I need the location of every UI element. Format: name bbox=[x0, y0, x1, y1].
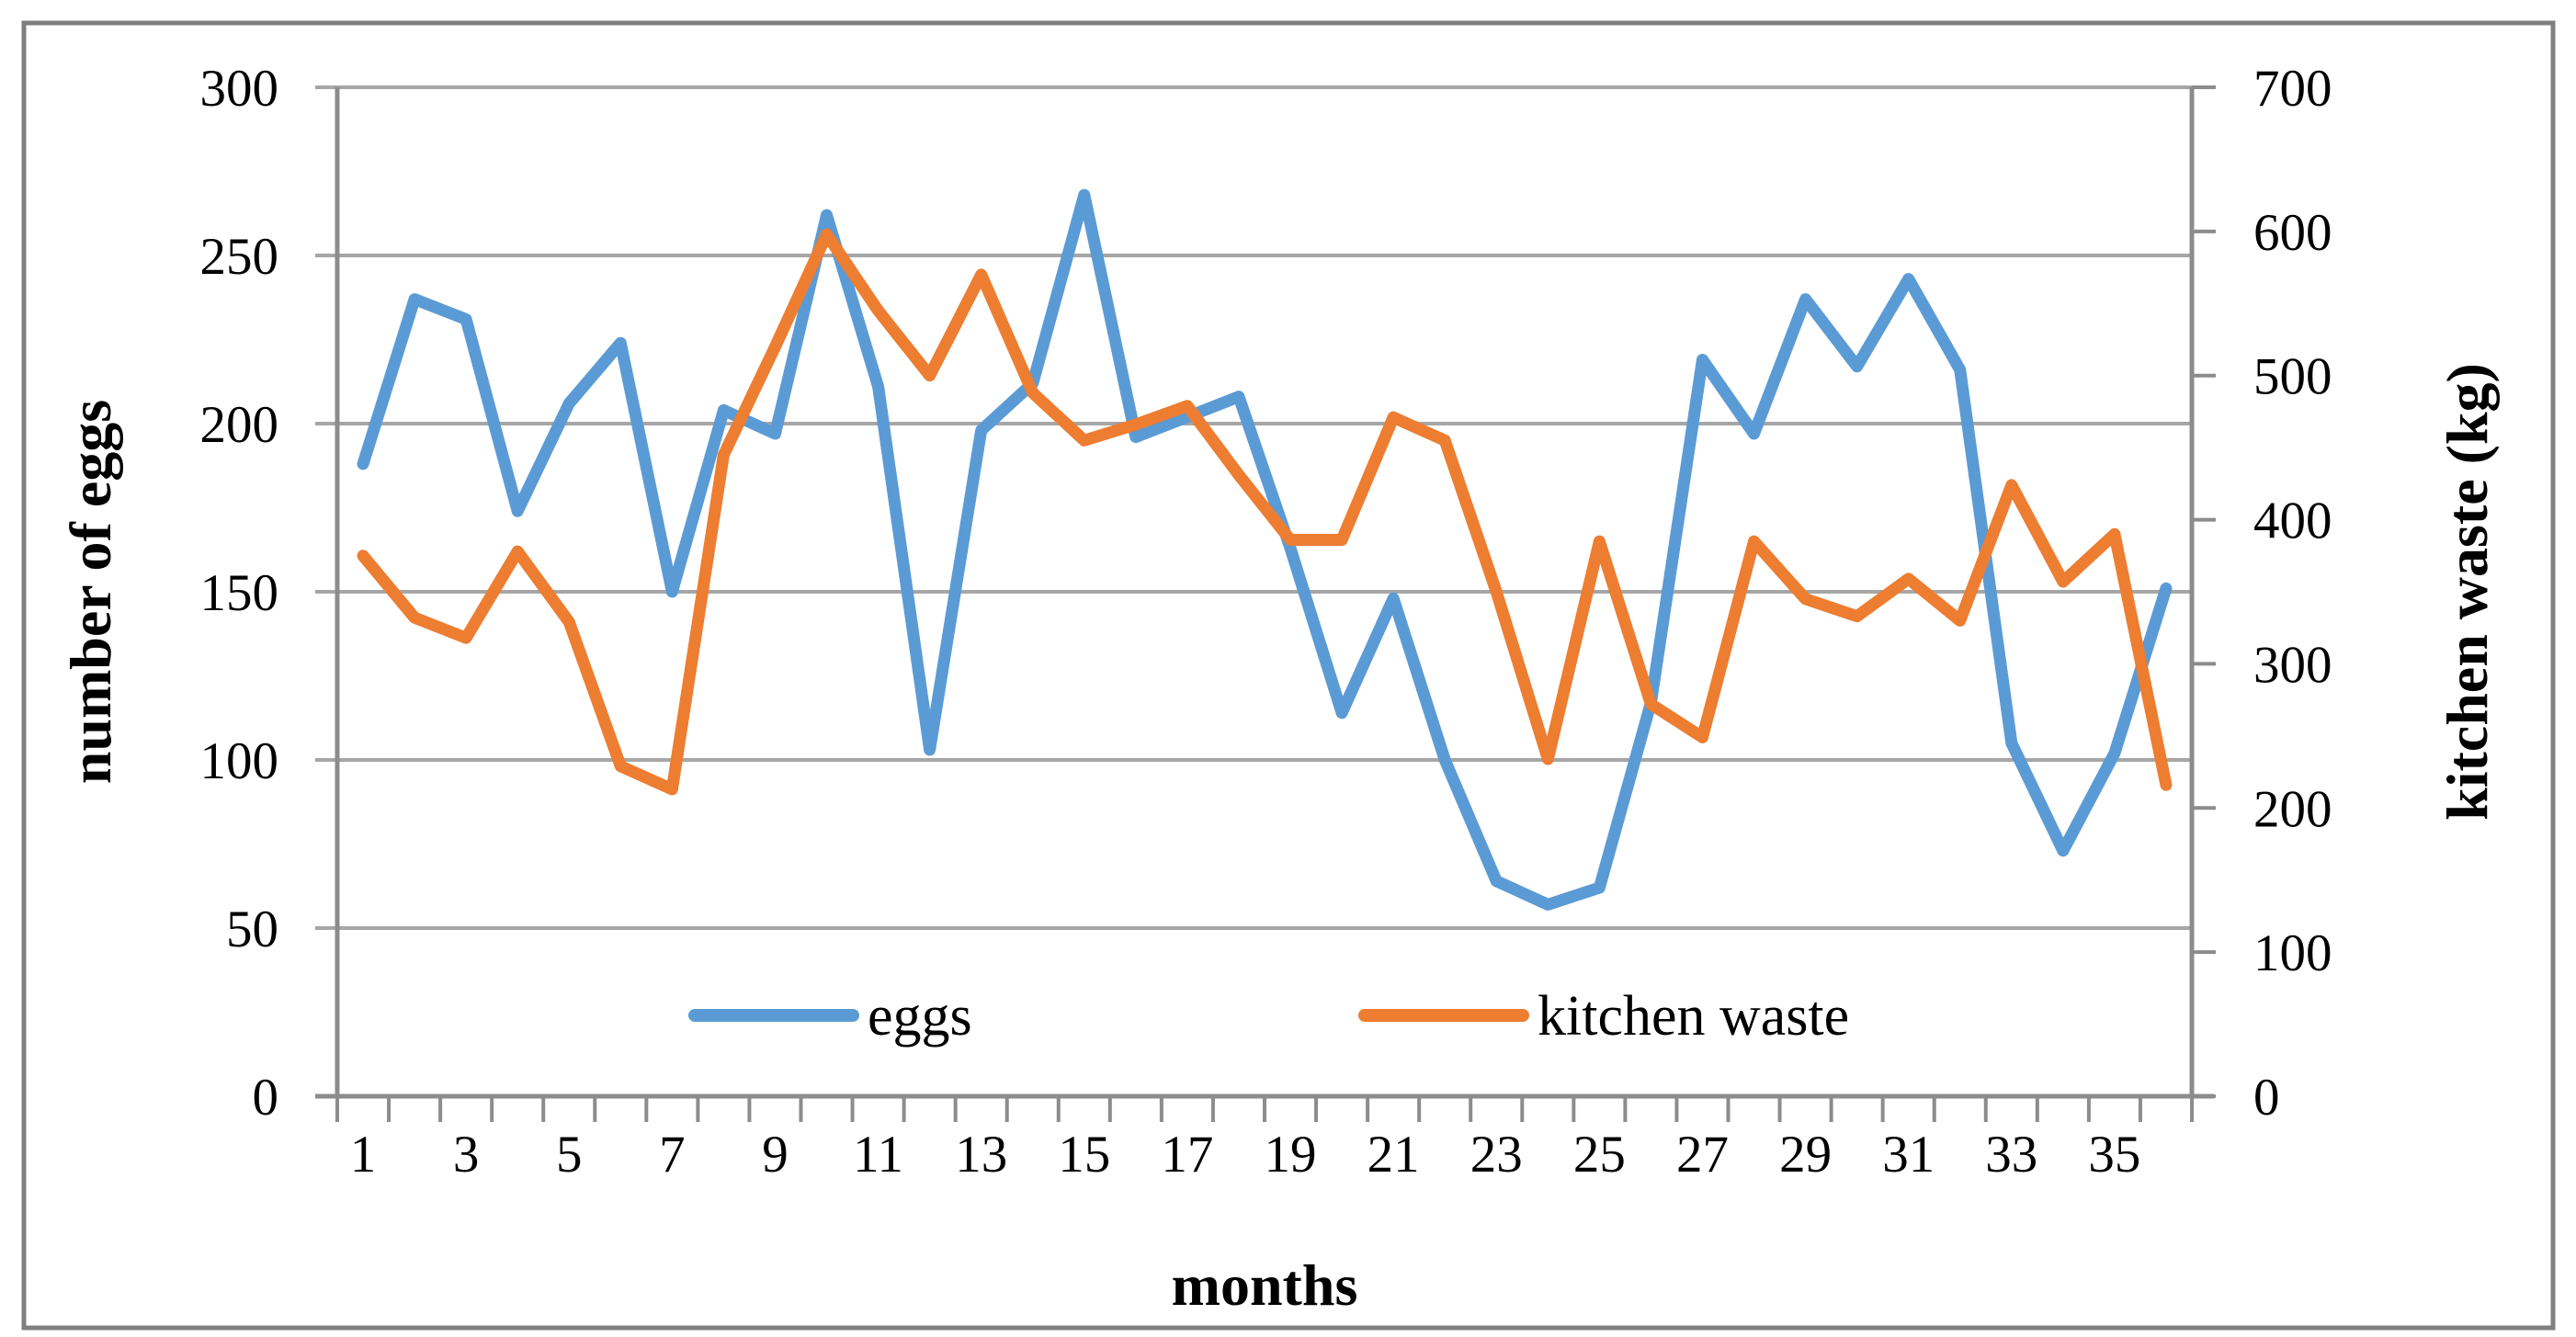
gridlines bbox=[315, 85, 2192, 1098]
x-axis-tick-label-23: 23 bbox=[1470, 1126, 1523, 1184]
left-axis-tick-label-150: 150 bbox=[200, 564, 279, 622]
figure-border bbox=[21, 20, 2556, 1331]
left-axis-tick-label-50: 50 bbox=[226, 901, 278, 958]
eggs-line-series bbox=[357, 188, 2173, 911]
x-axis-title: months bbox=[1172, 1252, 1358, 1318]
x-axis-tick-label-13: 13 bbox=[955, 1126, 1007, 1184]
right-axis-tick-label-300: 300 bbox=[2253, 636, 2332, 694]
x-axis-tick-label-5: 5 bbox=[556, 1126, 583, 1184]
right-axis-tick-label-600: 600 bbox=[2253, 204, 2332, 262]
y-axis-labels-right: 700 600 500 400 300 200 100 0 bbox=[2253, 60, 2332, 1127]
x-axis-tick-label-19: 19 bbox=[1265, 1126, 1317, 1184]
x-axis-tick-label-15: 15 bbox=[1058, 1126, 1110, 1184]
right-axis-tick-label-100: 100 bbox=[2253, 924, 2332, 982]
x-axis-labels: 1 3 5 7 9 11 13 15 17 19 21 23 25 27 29 31 33 35 bbox=[350, 1126, 2141, 1184]
x-axis-tick-label-27: 27 bbox=[1676, 1126, 1729, 1184]
left-axis-tick-label-200: 200 bbox=[200, 396, 279, 454]
kitchen-waste-legend-label: kitchen waste bbox=[1538, 985, 1849, 1048]
right-axis-tick-label-700: 700 bbox=[2253, 60, 2332, 118]
left-axis-title: number of eggs bbox=[58, 400, 123, 784]
x-axis-tick-label-35: 35 bbox=[2088, 1126, 2140, 1184]
x-axis-tick-label-3: 3 bbox=[453, 1126, 480, 1184]
left-axis-tick-label-0: 0 bbox=[253, 1069, 279, 1127]
legend: eggs kitchen waste bbox=[688, 985, 1849, 1048]
x-axis-tick-label-17: 17 bbox=[1161, 1126, 1213, 1184]
x-axis-tick-label-25: 25 bbox=[1573, 1126, 1626, 1184]
x-axis-tick-label-7: 7 bbox=[659, 1126, 686, 1184]
kitchen-waste-line-series bbox=[357, 228, 2173, 796]
x-axis-tick-label-9: 9 bbox=[762, 1126, 789, 1184]
left-axis-tick-label-300: 300 bbox=[200, 60, 279, 118]
tick-marks bbox=[335, 85, 2216, 1122]
left-axis-tick-label-100: 100 bbox=[200, 732, 279, 790]
x-axis-tick-label-33: 33 bbox=[1985, 1126, 2037, 1184]
y-axis-labels-left: 300 250 200 150 100 50 0 bbox=[200, 60, 279, 1127]
eggs-legend-label: eggs bbox=[868, 985, 972, 1048]
x-axis-tick-label-29: 29 bbox=[1779, 1126, 1832, 1184]
x-axis-tick-label-21: 21 bbox=[1367, 1126, 1420, 1184]
left-axis-tick-label-250: 250 bbox=[200, 228, 279, 286]
right-axis-tick-label-200: 200 bbox=[2253, 780, 2332, 838]
right-axis-title: kitchen waste (kg) bbox=[2434, 363, 2500, 821]
x-axis-tick-label-11: 11 bbox=[853, 1126, 903, 1184]
x-axis-tick-label-31: 31 bbox=[1882, 1126, 1935, 1184]
right-axis-tick-label-500: 500 bbox=[2253, 348, 2332, 406]
right-axis-tick-label-400: 400 bbox=[2253, 493, 2332, 550]
x-axis-tick-label-1: 1 bbox=[350, 1126, 377, 1184]
right-axis-tick-label-0: 0 bbox=[2253, 1069, 2280, 1127]
